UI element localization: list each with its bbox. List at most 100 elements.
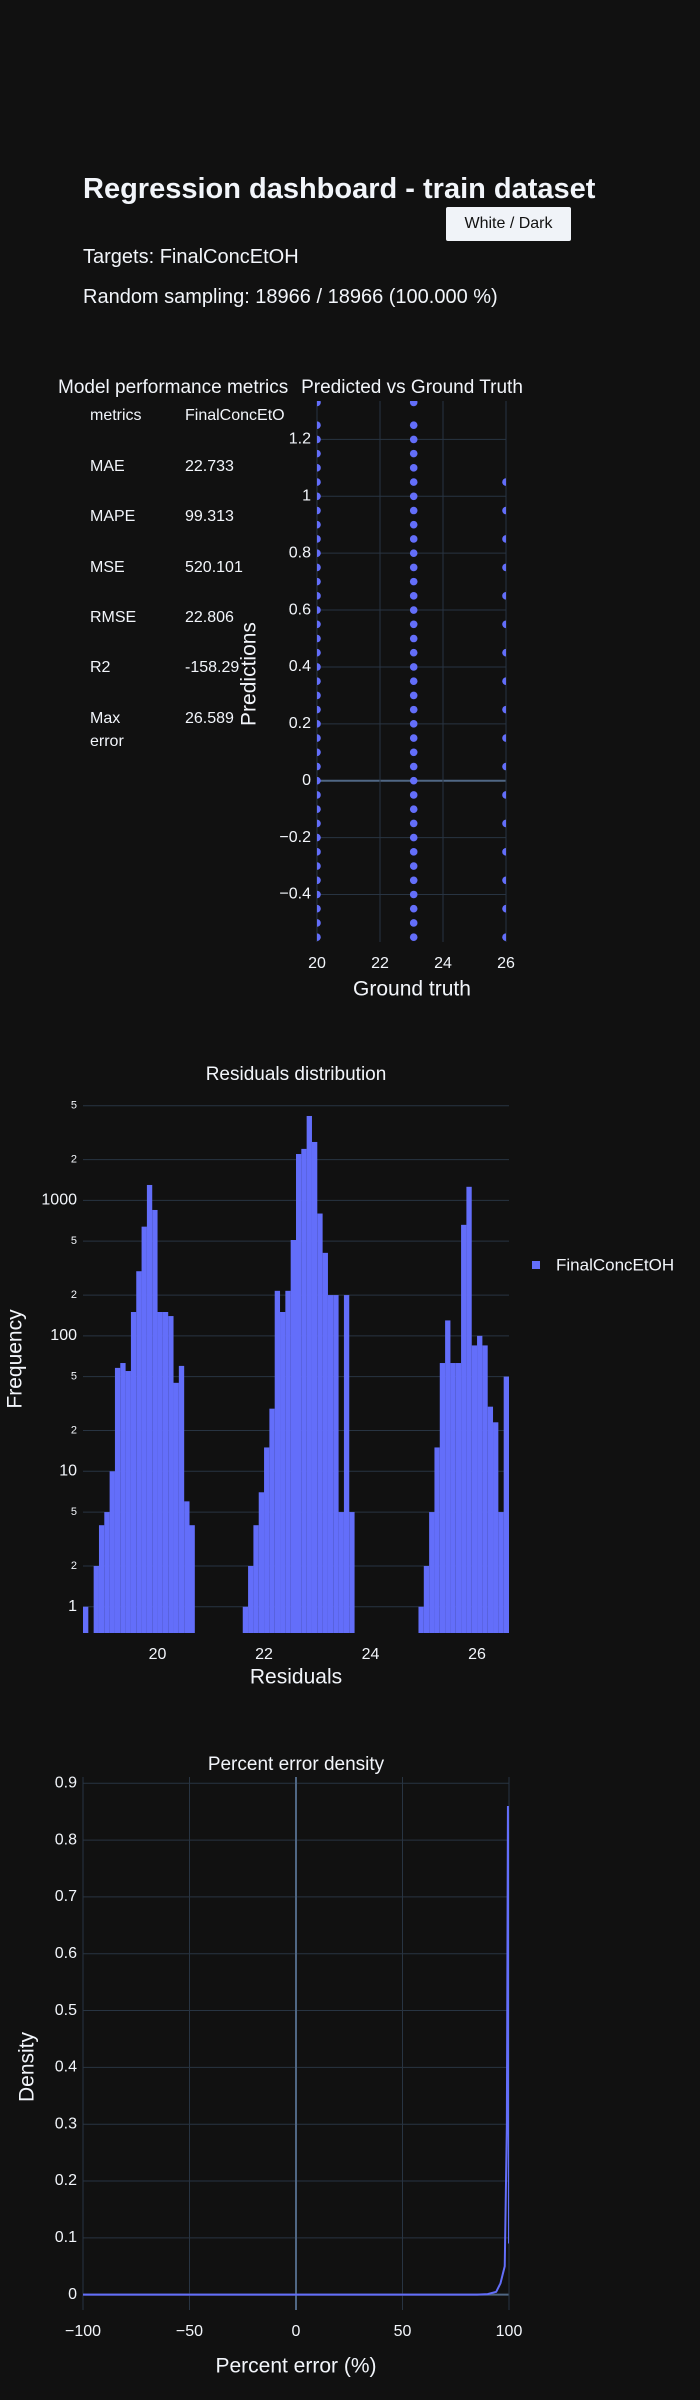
chart: 1 2 5 10 2 5 100 2 5 1000 2 5 20 22 24 26 Residuals dist… [4, 1064, 675, 1689]
bar [141, 1226, 147, 1633]
bar [130, 1311, 137, 1633]
y-tick-label: 5 [71, 1235, 77, 1247]
point [317, 620, 321, 629]
point [317, 535, 321, 543]
point [409, 620, 418, 629]
x-tick-label: 24 [362, 1646, 380, 1663]
point [409, 648, 418, 657]
point [317, 563, 321, 572]
bar [493, 1422, 499, 1633]
bar [173, 1382, 179, 1633]
bar [189, 1525, 195, 1633]
bar [280, 1311, 286, 1633]
point [502, 876, 506, 885]
point [502, 819, 506, 828]
point [502, 705, 506, 714]
x-tick-label: −100 [65, 2323, 101, 2340]
point [409, 876, 418, 885]
point [317, 520, 321, 529]
bar [503, 1376, 509, 1633]
point [409, 464, 418, 472]
metric-value: 26.589 [185, 709, 234, 727]
point [409, 535, 418, 543]
point [409, 506, 418, 515]
targets: Targets: FinalConcEtOH [83, 246, 299, 268]
bar [423, 1565, 430, 1633]
metric-value: -158.29 [185, 659, 240, 677]
y-tick-label: 1 [68, 1598, 77, 1615]
y-tick-label: 0.8 [289, 544, 311, 561]
point [317, 449, 321, 458]
point [409, 791, 418, 799]
y-tick-label: 0.1 [55, 2229, 77, 2246]
y-axis-label: Frequency [4, 1309, 27, 1409]
point [317, 606, 321, 614]
bar [264, 1447, 270, 1633]
point [502, 592, 506, 600]
bar [322, 1252, 328, 1633]
point [409, 549, 418, 557]
bar [343, 1295, 350, 1633]
x-tick-label: 26 [468, 1646, 486, 1663]
point [317, 819, 321, 828]
point [317, 691, 321, 700]
chart-title: Predicted vs Ground Truth [301, 377, 523, 398]
metric-name: R2 [90, 659, 111, 677]
metric-value: 99.313 [185, 508, 234, 526]
legend-label: FinalConcEtOH [556, 1255, 674, 1274]
theme-toggle[interactable]: White / Dark [446, 207, 571, 241]
point [317, 663, 321, 671]
metric-value: 520.101 [185, 558, 243, 576]
point [409, 904, 418, 913]
y-tick-label: 5 [71, 1506, 77, 1518]
density-line [83, 1805, 509, 2296]
x-tick-label: 0 [292, 2323, 301, 2340]
point [409, 663, 418, 671]
table-header: metrics [90, 407, 142, 424]
point [317, 833, 321, 842]
bar [311, 1141, 318, 1633]
y-tick-label: 0.3 [55, 2115, 77, 2132]
bar [162, 1311, 169, 1633]
bar [471, 1345, 478, 1633]
y-tick-label: 0.9 [55, 1774, 77, 1791]
bar [317, 1213, 323, 1633]
plot-area [317, 401, 506, 941]
point [409, 805, 418, 813]
point [502, 734, 506, 742]
x-tick-label: 100 [496, 2323, 523, 2340]
bar [114, 1367, 121, 1633]
bar [349, 1512, 355, 1633]
x-tick-label: 50 [394, 2323, 412, 2340]
chart-title: Percent error density [208, 1754, 385, 1775]
point [317, 464, 321, 472]
point [317, 648, 321, 657]
bar [253, 1525, 259, 1633]
point [409, 435, 418, 444]
bar [83, 1606, 89, 1633]
bar [290, 1240, 296, 1633]
bar [461, 1224, 467, 1633]
y-tick-label: 5 [71, 1100, 77, 1112]
y-tick-label: −0.2 [279, 829, 311, 846]
point [317, 401, 321, 407]
point [502, 933, 506, 941]
point [317, 904, 321, 913]
bar [152, 1209, 158, 1633]
point [317, 549, 321, 557]
point [409, 833, 418, 842]
point [317, 506, 321, 515]
bar [498, 1512, 504, 1633]
legend-marker [532, 1261, 540, 1269]
bar [296, 1154, 302, 1633]
sampling-info: Random sampling: 18966 / 18966 (100.000 … [83, 286, 498, 308]
point [409, 478, 418, 486]
y-tick-label: 0.7 [55, 1888, 77, 1905]
y-tick-label: 0.2 [55, 2172, 77, 2189]
y-tick-label: 0.4 [55, 2059, 77, 2076]
bar [450, 1363, 456, 1633]
y-tick-label: 5 [71, 1371, 77, 1383]
x-tick-label: −50 [176, 2323, 203, 2340]
point [317, 492, 321, 501]
point [409, 819, 418, 828]
